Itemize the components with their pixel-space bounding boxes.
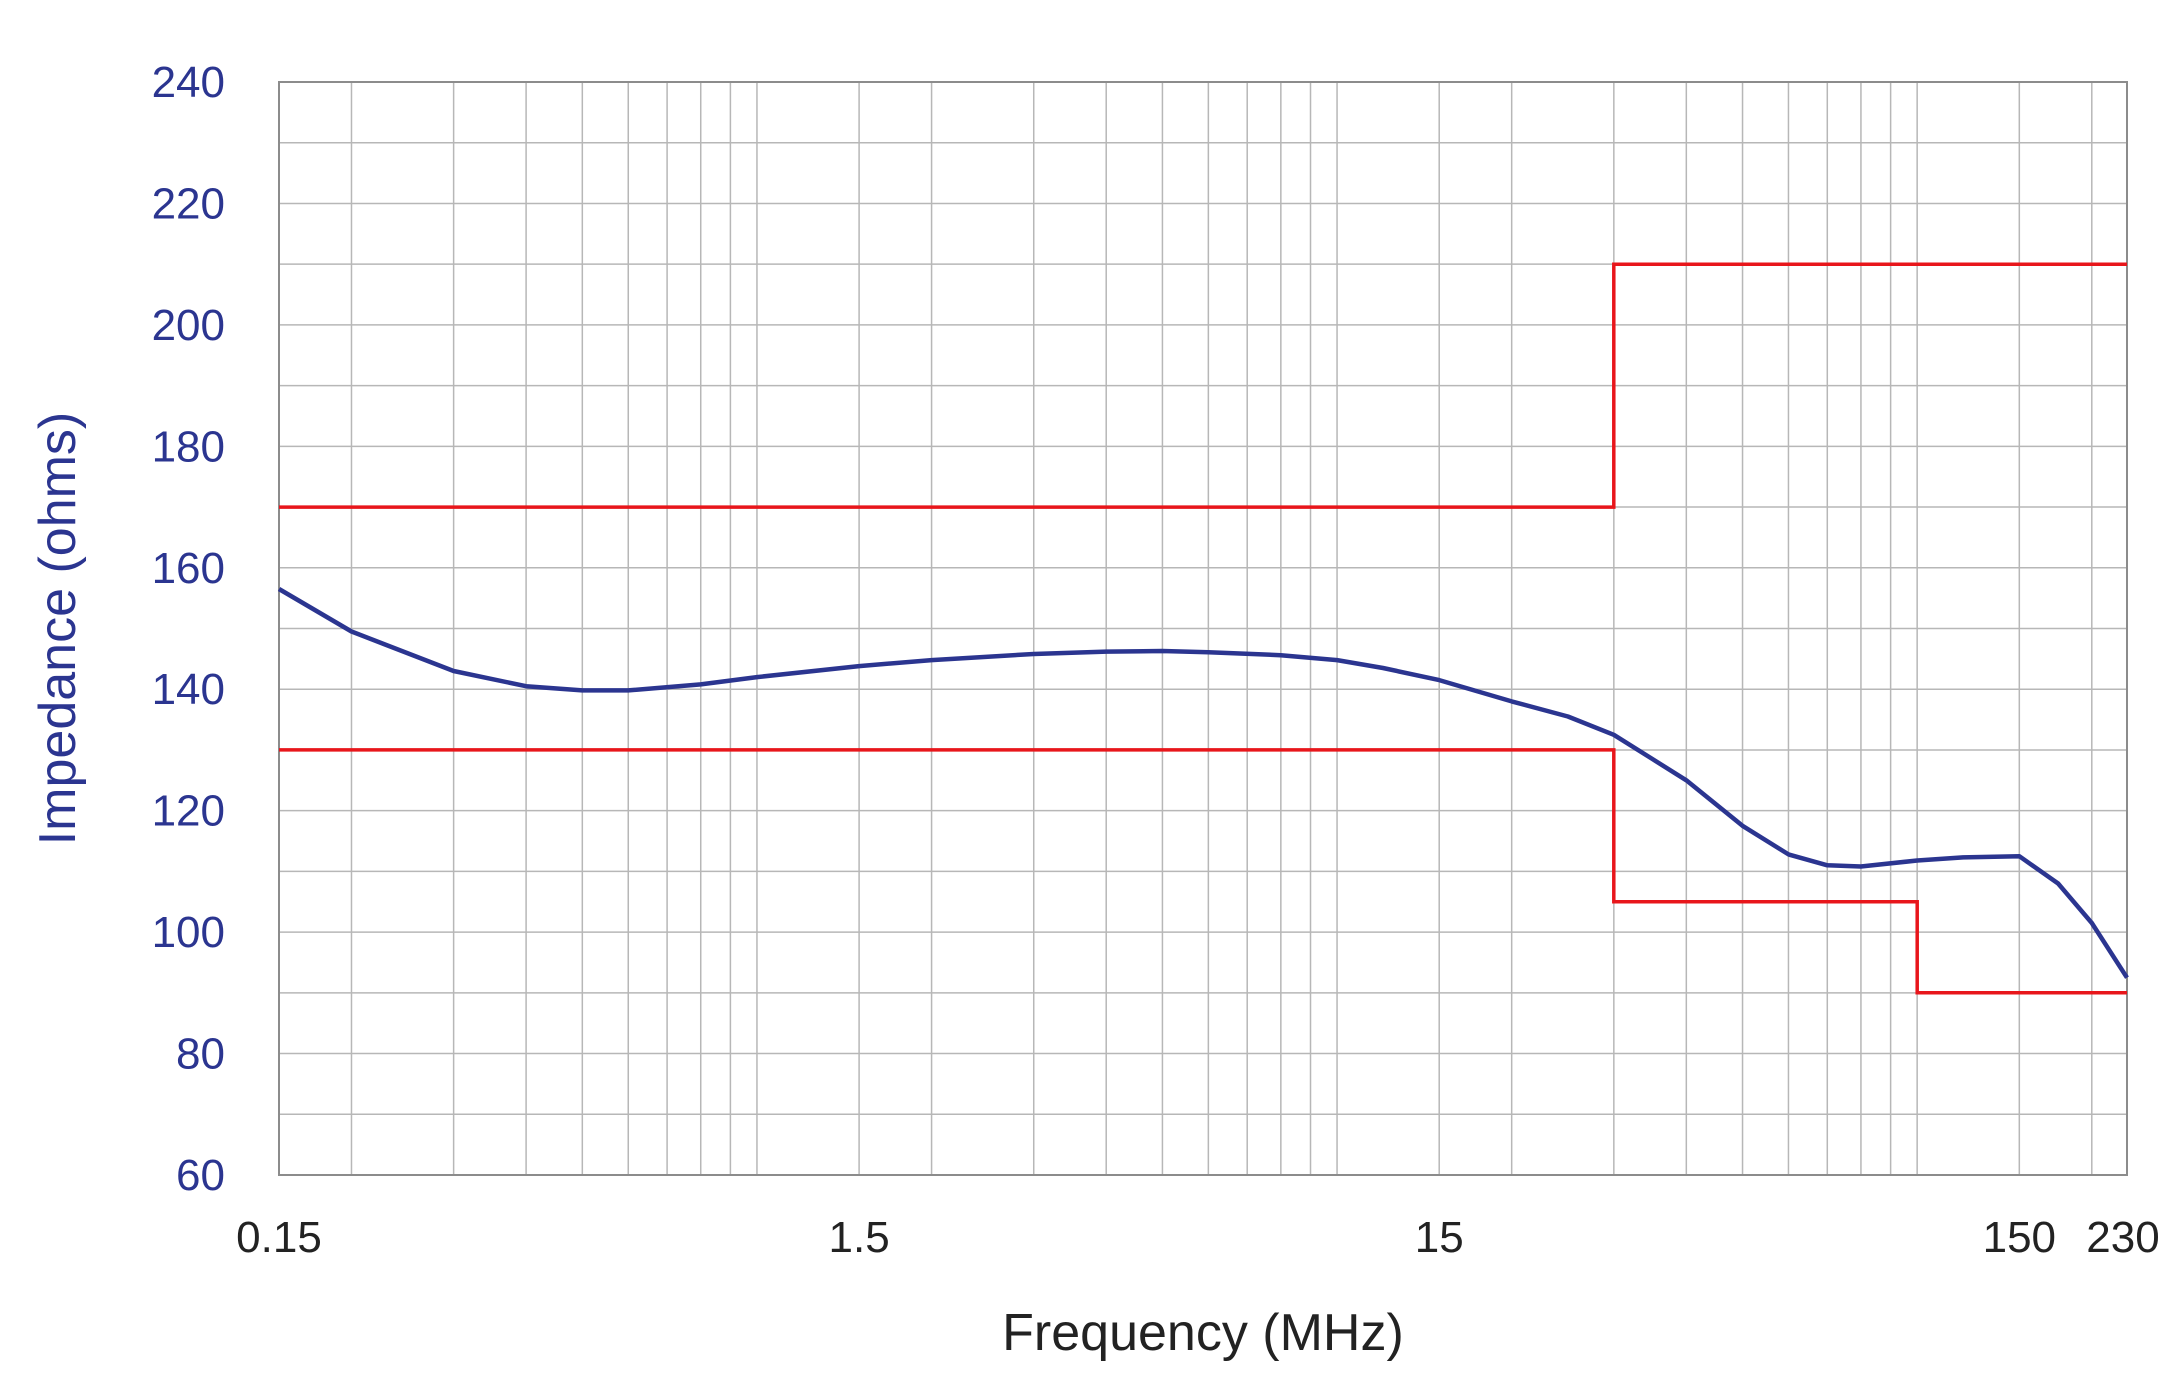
y-tick-label: 240 (152, 58, 225, 107)
x-tick-labels: 0.15 1.5 15 150 230 (236, 1213, 2160, 1262)
y-tick-label: 100 (152, 908, 225, 957)
x-tick-label: 150 (1983, 1213, 2056, 1262)
y-tick-label: 60 (176, 1151, 225, 1200)
y-tick-label: 220 (152, 179, 225, 228)
y-tick-label: 160 (152, 544, 225, 593)
x-tick-label: 15 (1415, 1213, 1464, 1262)
y-tick-labels: 60 80 100 120 140 160 180 200 220 240 (152, 58, 225, 1200)
x-tick-label: 230 (2086, 1213, 2159, 1262)
series-line-lower-limit (279, 748, 2127, 995)
y-tick-label: 180 (152, 422, 225, 471)
series-line-upper-limit (279, 262, 2127, 509)
series-line-impedance (277, 587, 2129, 979)
y-tick-label: 200 (152, 301, 225, 350)
x-axis-title: Frequency (MHz) (1002, 1304, 1404, 1362)
y-axis-title: Impedance (ohms) (29, 412, 87, 846)
series-layer (277, 262, 2129, 995)
y-tick-label: 140 (152, 665, 225, 714)
x-tick-label: 1.5 (829, 1213, 890, 1262)
plot-frame (278, 81, 2128, 1176)
y-tick-label: 80 (176, 1030, 225, 1079)
x-tick-label: 0.15 (236, 1213, 322, 1262)
y-tick-label: 120 (152, 787, 225, 836)
